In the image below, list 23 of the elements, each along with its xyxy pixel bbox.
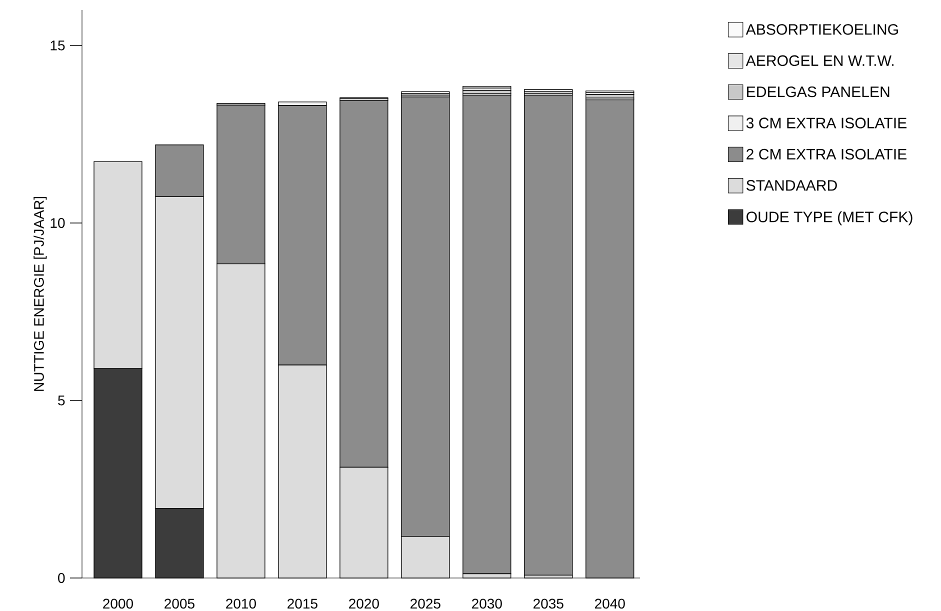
legend-label: EDELGAS PANELEN (747, 86, 890, 98)
x-tick-label: 2025 (410, 598, 440, 609)
y-tick-label: 15 (50, 40, 65, 50)
y-tick-label: 5 (58, 396, 65, 406)
x-tick-label: 2015 (288, 598, 318, 609)
x-tick-label: 2005 (164, 598, 194, 609)
legend-label: 2 CM EXTRA ISOLATIE (746, 148, 906, 160)
x-tick-label: 2000 (103, 598, 133, 609)
y-tick-label: 10 (50, 218, 65, 228)
x-tick-label: 2040 (595, 598, 625, 609)
bar (462, 94, 512, 574)
legend-label: OUDE TYPE (MET CFK) (746, 211, 912, 226)
legend-label: AEROGEL EN W.T.W. (746, 55, 894, 66)
y-tick-label: 0 (58, 573, 65, 583)
x-tick-label: 2010 (226, 598, 256, 609)
x-tick-label: 2035 (534, 598, 564, 609)
x-tick-label: 2020 (349, 598, 379, 609)
legend-label: STANDAARD (746, 180, 837, 191)
x-tick-label: 2030 (472, 598, 502, 609)
legend-label: 3 CM EXTRA ISOLATIE (746, 118, 906, 128)
bar (524, 94, 573, 576)
y-axis-title: NUTTIGE ENERGIE [PJ/JAAR] (34, 196, 47, 391)
legend-label: ABSORPTIEKOELING (746, 24, 898, 35)
